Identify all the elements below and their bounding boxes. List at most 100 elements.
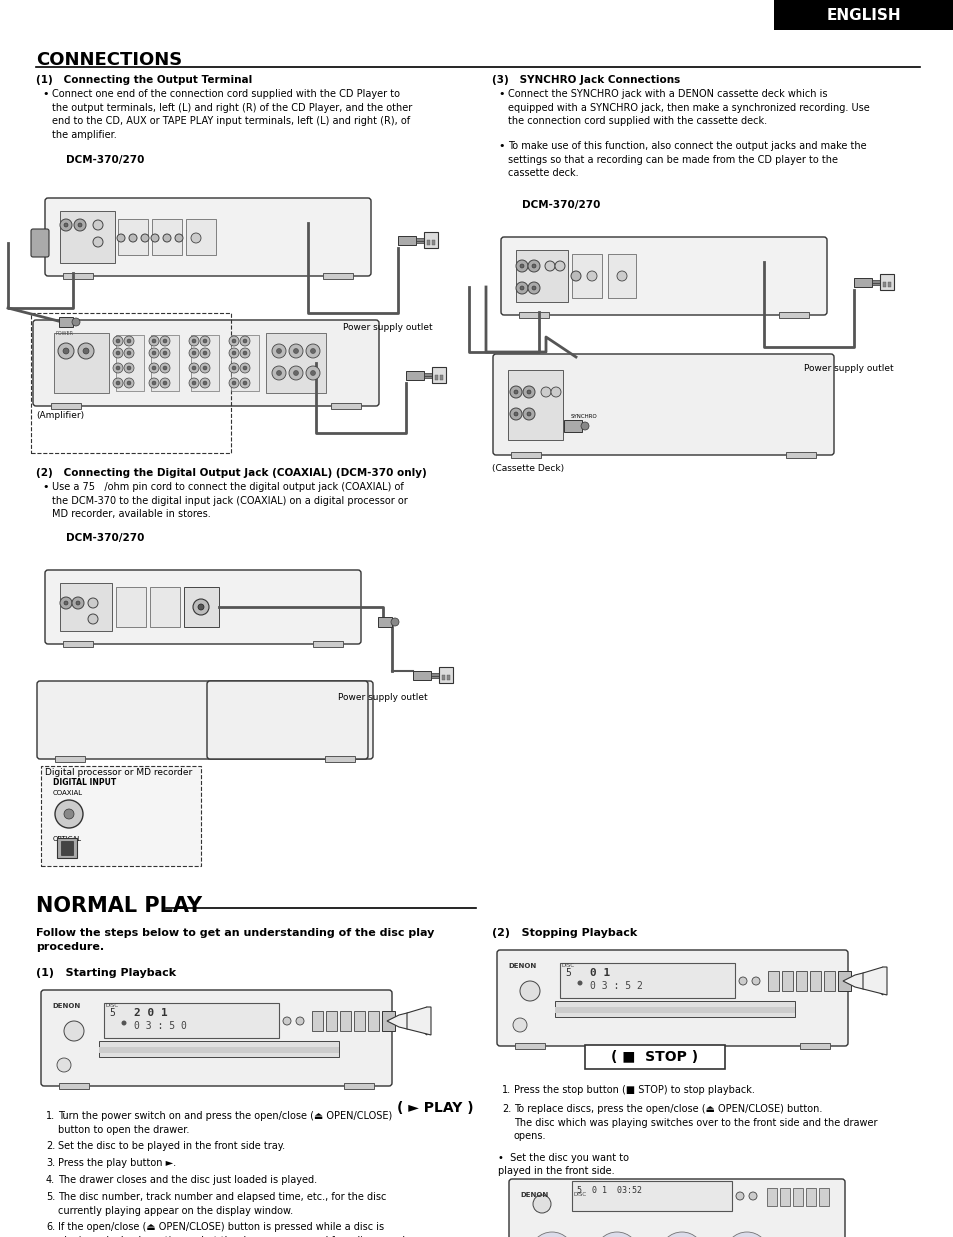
Circle shape bbox=[540, 387, 551, 397]
Text: (3)   SYNCHRO Jack Connections: (3) SYNCHRO Jack Connections bbox=[492, 75, 679, 85]
Circle shape bbox=[160, 348, 170, 357]
Circle shape bbox=[163, 339, 167, 343]
Circle shape bbox=[149, 379, 159, 388]
Circle shape bbox=[516, 282, 527, 294]
Circle shape bbox=[127, 339, 131, 343]
FancyBboxPatch shape bbox=[45, 570, 360, 644]
Circle shape bbox=[189, 379, 199, 388]
Circle shape bbox=[240, 379, 250, 388]
Circle shape bbox=[748, 1192, 757, 1200]
Bar bbox=[118, 219, 148, 255]
Circle shape bbox=[160, 336, 170, 346]
Bar bbox=[325, 756, 355, 762]
Bar bbox=[99, 1047, 338, 1053]
Bar bbox=[871, 280, 879, 283]
Text: DENON: DENON bbox=[507, 962, 536, 969]
Bar bbox=[780, 1188, 789, 1206]
Bar bbox=[344, 1084, 374, 1089]
Text: OPTICAL: OPTICAL bbox=[53, 836, 82, 842]
Circle shape bbox=[533, 1195, 551, 1213]
Bar bbox=[781, 971, 792, 991]
Bar bbox=[354, 1011, 365, 1030]
Bar bbox=[151, 335, 179, 391]
Circle shape bbox=[200, 379, 210, 388]
Bar bbox=[116, 588, 146, 627]
Circle shape bbox=[60, 219, 71, 231]
Circle shape bbox=[71, 318, 80, 327]
Bar bbox=[853, 278, 871, 287]
Circle shape bbox=[163, 381, 167, 385]
Circle shape bbox=[513, 1018, 526, 1032]
Bar bbox=[439, 375, 442, 380]
Text: ( ■  STOP ): ( ■ STOP ) bbox=[611, 1050, 698, 1064]
Circle shape bbox=[243, 351, 247, 355]
Text: DENON: DENON bbox=[519, 1192, 548, 1197]
FancyBboxPatch shape bbox=[33, 320, 378, 406]
Bar bbox=[555, 1001, 794, 1017]
Circle shape bbox=[64, 1021, 84, 1042]
Text: 5  0 1  03:52: 5 0 1 03:52 bbox=[577, 1186, 641, 1195]
Circle shape bbox=[530, 1232, 574, 1237]
Text: Connect one end of the connection cord supplied with the CD Player to
the output: Connect one end of the connection cord s… bbox=[52, 89, 412, 140]
Bar bbox=[809, 971, 821, 991]
Bar bbox=[447, 675, 450, 680]
Text: Turn the power switch on and press the open/close (⏏ OPEN/CLOSE)
button to open : Turn the power switch on and press the o… bbox=[58, 1111, 392, 1134]
Bar bbox=[438, 667, 453, 683]
Bar bbox=[431, 675, 438, 678]
Circle shape bbox=[551, 387, 560, 397]
Circle shape bbox=[527, 282, 539, 294]
Bar bbox=[60, 212, 115, 263]
Bar bbox=[823, 971, 834, 991]
Circle shape bbox=[192, 339, 195, 343]
Text: (Cassette Deck): (Cassette Deck) bbox=[492, 464, 563, 473]
Circle shape bbox=[229, 379, 239, 388]
Bar bbox=[191, 335, 219, 391]
Text: Power supply outlet: Power supply outlet bbox=[337, 693, 427, 703]
Bar bbox=[381, 1011, 395, 1030]
Bar bbox=[331, 403, 360, 409]
Circle shape bbox=[78, 343, 94, 359]
Bar bbox=[431, 673, 438, 675]
Text: (2)   Connecting the Digital Output Jack (COAXIAL) (DCM-370 only): (2) Connecting the Digital Output Jack (… bbox=[36, 468, 426, 477]
Text: 0 3 : 5 0: 0 3 : 5 0 bbox=[133, 1021, 187, 1030]
Polygon shape bbox=[862, 967, 886, 995]
Circle shape bbox=[117, 234, 125, 242]
Circle shape bbox=[232, 381, 235, 385]
Circle shape bbox=[163, 351, 167, 355]
Bar bbox=[516, 250, 567, 302]
Bar bbox=[423, 374, 432, 376]
Bar bbox=[818, 1188, 828, 1206]
Text: 0 1: 0 1 bbox=[589, 969, 610, 978]
Circle shape bbox=[152, 339, 156, 343]
Circle shape bbox=[595, 1232, 639, 1237]
Bar bbox=[423, 375, 432, 379]
Text: 3.: 3. bbox=[46, 1158, 55, 1168]
Bar bbox=[773, 0, 953, 30]
Bar bbox=[397, 236, 416, 245]
Bar bbox=[51, 403, 81, 409]
Bar bbox=[441, 675, 444, 680]
Circle shape bbox=[310, 371, 315, 376]
Text: ENGLISH: ENGLISH bbox=[826, 7, 901, 22]
Circle shape bbox=[152, 351, 156, 355]
Circle shape bbox=[272, 344, 286, 357]
Bar bbox=[406, 371, 423, 380]
Circle shape bbox=[78, 223, 82, 228]
Circle shape bbox=[295, 1017, 304, 1025]
Circle shape bbox=[193, 599, 209, 615]
Text: 2 0 1: 2 0 1 bbox=[133, 1008, 168, 1018]
Circle shape bbox=[243, 339, 247, 343]
Bar bbox=[511, 452, 540, 458]
Circle shape bbox=[232, 339, 235, 343]
Circle shape bbox=[751, 977, 760, 985]
Text: CONNECTIONS: CONNECTIONS bbox=[36, 51, 182, 69]
FancyBboxPatch shape bbox=[509, 1179, 844, 1237]
Text: DIGITAL INPUT: DIGITAL INPUT bbox=[53, 778, 116, 787]
Text: To make use of this function, also connect the output jacks and make the
setting: To make use of this function, also conne… bbox=[507, 141, 865, 178]
Text: Power supply outlet: Power supply outlet bbox=[343, 323, 432, 332]
Circle shape bbox=[200, 348, 210, 357]
Bar bbox=[266, 333, 326, 393]
Text: DISC: DISC bbox=[574, 1192, 586, 1197]
Text: Press the play button ►.: Press the play button ►. bbox=[58, 1158, 176, 1168]
Bar bbox=[435, 375, 437, 380]
